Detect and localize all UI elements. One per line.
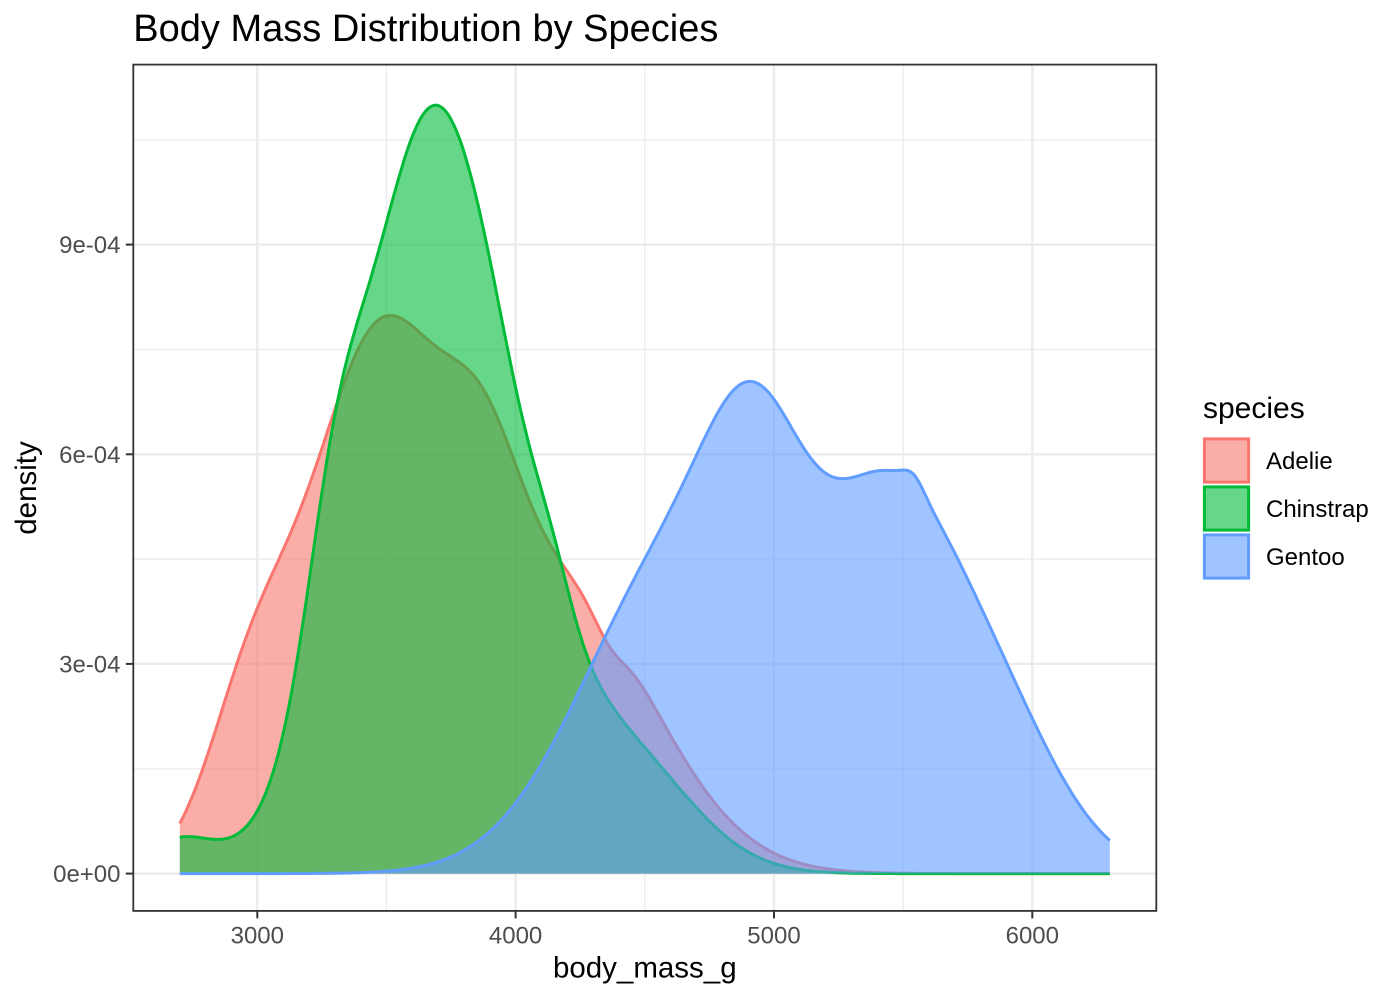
svg-text:density: density (10, 441, 43, 535)
svg-text:Chinstrap: Chinstrap (1266, 496, 1369, 523)
svg-text:3e-04: 3e-04 (59, 651, 120, 678)
svg-text:Body Mass Distribution by Spec: Body Mass Distribution by Species (133, 8, 718, 50)
svg-text:body_mass_g: body_mass_g (553, 952, 737, 985)
svg-text:6000: 6000 (1006, 923, 1059, 950)
svg-text:5000: 5000 (747, 923, 800, 950)
svg-text:3000: 3000 (231, 923, 284, 950)
svg-text:4000: 4000 (489, 923, 542, 950)
svg-text:Adelie: Adelie (1266, 448, 1333, 475)
svg-text:9e-04: 9e-04 (59, 232, 120, 259)
svg-text:species: species (1203, 392, 1305, 425)
svg-text:6e-04: 6e-04 (59, 442, 120, 469)
svg-text:0e+00: 0e+00 (53, 861, 120, 888)
svg-text:Gentoo: Gentoo (1266, 544, 1345, 571)
